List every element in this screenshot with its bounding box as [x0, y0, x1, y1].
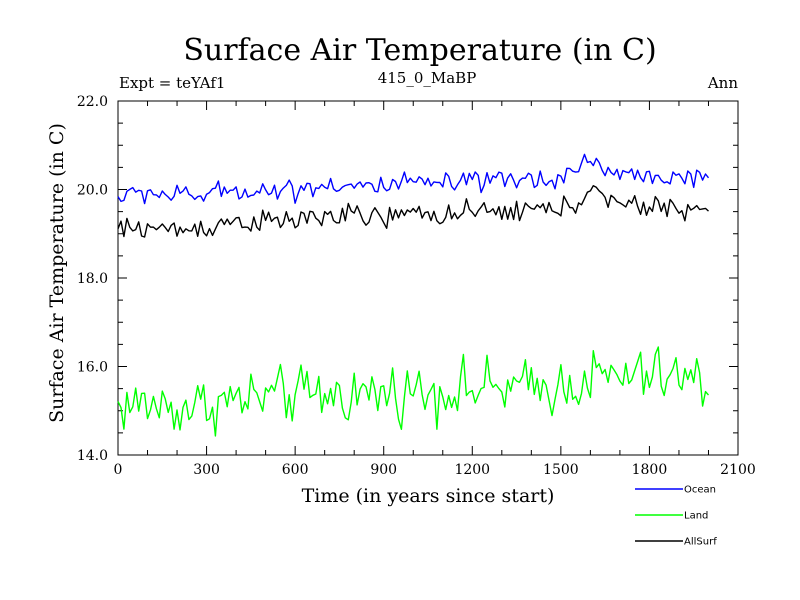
y-axis-title: Surface Air Temperature (in C)	[46, 123, 68, 423]
legend-label-land: Land	[684, 511, 708, 522]
legend-label-ocean: Ocean	[684, 485, 716, 496]
x-tick-labels: 0 300 600 900 1200 1500 1800 2100	[114, 462, 756, 478]
legend-label-allsurf: AllSurf	[684, 537, 717, 548]
x-tick-label: 0	[114, 462, 123, 478]
plot-frame	[117, 100, 739, 456]
y-tick-label: 22.0	[77, 94, 108, 110]
x-tick-label: 300	[193, 462, 220, 478]
y-tick-labels: 14.0 16.0 18.0 20.0 22.0	[77, 94, 108, 464]
axis-ticks	[117, 100, 739, 456]
experiment-label: Expt = teYAf1	[119, 74, 225, 92]
y-tick-label: 20.0	[77, 183, 108, 199]
series-layer	[117, 153, 710, 437]
x-tick-label: 1200	[454, 462, 490, 478]
chart-title: Surface Air Temperature (in C)	[183, 33, 656, 68]
legend: Ocean Land AllSurf	[635, 485, 717, 548]
season-label: Ann	[707, 74, 738, 92]
x-axis-title: Time (in years since start)	[302, 485, 555, 507]
x-tick-label: 2100	[720, 462, 756, 478]
series-line-land	[117, 346, 710, 437]
y-tick-label: 14.0	[77, 448, 108, 464]
plot-area	[117, 100, 739, 456]
y-tick-label: 16.0	[77, 360, 108, 376]
x-tick-label: 600	[282, 462, 309, 478]
series-line-allsurf	[117, 184, 709, 238]
x-tick-label: 900	[370, 462, 397, 478]
x-tick-label: 1500	[543, 462, 579, 478]
y-tick-label: 18.0	[77, 271, 108, 287]
series-line-ocean	[117, 153, 710, 205]
x-tick-label: 1800	[632, 462, 668, 478]
period-label: 415_0_MaBP	[378, 69, 477, 87]
